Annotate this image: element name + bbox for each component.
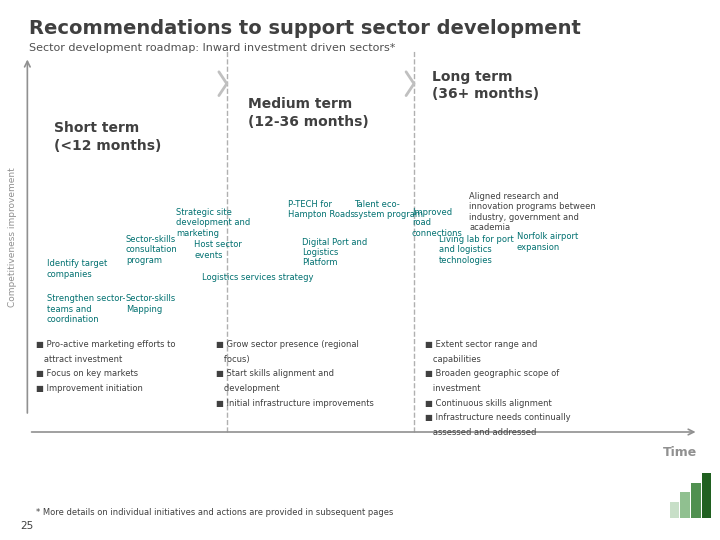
Text: ■ Broaden geographic scope of: ■ Broaden geographic scope of bbox=[425, 369, 559, 379]
Text: Short term
(<12 months): Short term (<12 months) bbox=[54, 122, 161, 153]
Text: Sector-skills
Mapping: Sector-skills Mapping bbox=[126, 294, 176, 314]
Text: Time: Time bbox=[662, 446, 697, 458]
Text: development: development bbox=[216, 384, 279, 393]
Text: ■ Continuous skills alignment: ■ Continuous skills alignment bbox=[425, 399, 552, 408]
Text: Long term
(36+ months): Long term (36+ months) bbox=[432, 70, 539, 102]
Text: attract investment: attract investment bbox=[36, 355, 122, 364]
Text: Norfolk airport
expansion: Norfolk airport expansion bbox=[517, 232, 578, 252]
Text: Living lab for port
and logistics
technologies: Living lab for port and logistics techno… bbox=[439, 235, 514, 265]
Text: Sector-skills
consultation
program: Sector-skills consultation program bbox=[126, 235, 178, 265]
Text: ■ Initial infrastructure improvements: ■ Initial infrastructure improvements bbox=[216, 399, 374, 408]
Text: ■ Extent sector range and: ■ Extent sector range and bbox=[425, 340, 537, 349]
Text: assessed and addressed: assessed and addressed bbox=[425, 428, 536, 437]
Text: ■ Focus on key markets: ■ Focus on key markets bbox=[36, 369, 138, 379]
Bar bbox=[680, 492, 690, 518]
Text: Digital Port and
Logistics
Platform: Digital Port and Logistics Platform bbox=[302, 238, 368, 267]
Text: * More details on individual initiatives and actions are provided in subsequent : * More details on individual initiatives… bbox=[36, 508, 393, 517]
Bar bbox=[691, 483, 701, 518]
Text: Aligned research and
innovation programs between
industry, government and
academ: Aligned research and innovation programs… bbox=[469, 192, 596, 232]
Text: Talent eco-
system program: Talent eco- system program bbox=[354, 200, 423, 219]
Text: Identify target
companies: Identify target companies bbox=[47, 259, 107, 279]
Bar bbox=[670, 502, 679, 518]
Text: Strengthen sector-
teams and
coordination: Strengthen sector- teams and coordinatio… bbox=[47, 294, 125, 324]
Text: ■ Start skills alignment and: ■ Start skills alignment and bbox=[216, 369, 334, 379]
Text: capabilities: capabilities bbox=[425, 355, 481, 364]
Text: ■ Pro-active marketing efforts to: ■ Pro-active marketing efforts to bbox=[36, 340, 176, 349]
Text: Recommendations to support sector development: Recommendations to support sector develo… bbox=[29, 19, 580, 38]
Text: Logistics services strategy: Logistics services strategy bbox=[202, 273, 313, 282]
Text: Improved
road
connections: Improved road connections bbox=[412, 208, 463, 238]
Text: ■ Grow sector presence (regional: ■ Grow sector presence (regional bbox=[216, 340, 359, 349]
Text: P-TECH for
Hampton Roads: P-TECH for Hampton Roads bbox=[288, 200, 355, 219]
Bar bbox=[702, 473, 711, 518]
Text: ■ Improvement initiation: ■ Improvement initiation bbox=[36, 384, 143, 393]
Text: investment: investment bbox=[425, 384, 480, 393]
Text: Sector development roadmap: Inward investment driven sectors*: Sector development roadmap: Inward inves… bbox=[29, 43, 395, 53]
Text: focus): focus) bbox=[216, 355, 250, 364]
Text: Host sector
events: Host sector events bbox=[194, 240, 242, 260]
Text: 25: 25 bbox=[20, 521, 33, 531]
Text: Strategic site
development and
marketing: Strategic site development and marketing bbox=[176, 208, 251, 238]
Text: Competitiveness improvement: Competitiveness improvement bbox=[9, 168, 17, 307]
Text: ■ Infrastructure needs continually: ■ Infrastructure needs continually bbox=[425, 413, 570, 422]
Text: Medium term
(12-36 months): Medium term (12-36 months) bbox=[248, 97, 369, 129]
